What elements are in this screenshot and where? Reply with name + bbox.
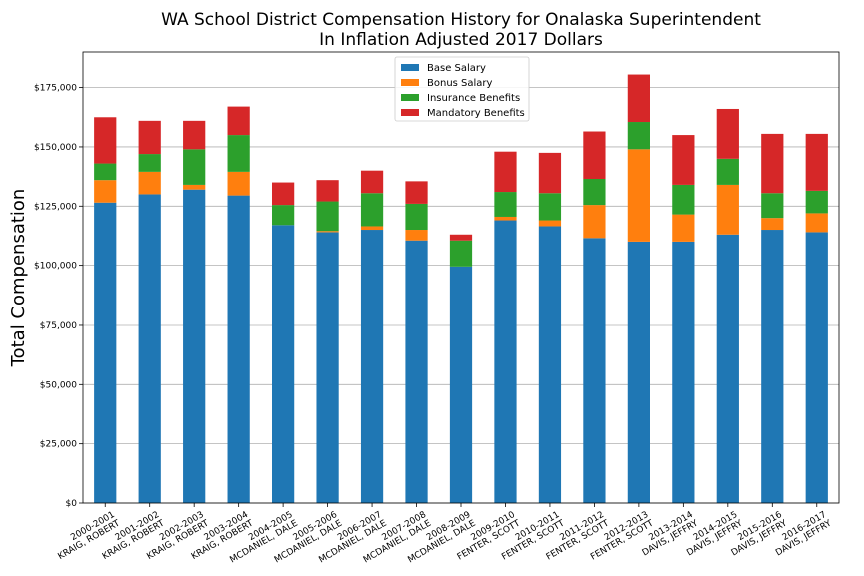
bar-segment-insurance-benefits <box>360 193 384 227</box>
bar-segment-bonus-salary <box>94 180 117 203</box>
bar-segment-insurance-benefits <box>94 163 117 181</box>
y-tick-label: $0 <box>66 499 78 509</box>
legend-swatch <box>401 64 419 71</box>
bar-segment-insurance-benefits <box>449 240 473 267</box>
bar-segment-insurance-benefits <box>138 154 161 172</box>
bar-segment-base-salary <box>538 226 562 503</box>
bar-segment-mandatory-benefits <box>94 117 117 164</box>
legend: Base Salary Bonus Salary Insurance Benefit… <box>394 56 530 122</box>
bar-segment-insurance-benefits <box>538 193 562 221</box>
bar-segment-bonus-salary <box>494 216 517 221</box>
bar-segment-mandatory-benefits <box>805 133 828 191</box>
chart-title-line: WA School District Compensation History … <box>161 10 761 30</box>
bar-segment-bonus-salary <box>316 231 339 233</box>
bar-segment-bonus-salary <box>227 171 250 196</box>
bar-segment-base-salary <box>716 234 739 503</box>
bar-segment-base-salary <box>672 241 695 504</box>
y-tick-label: $50,000 <box>40 380 77 390</box>
bar-segment-mandatory-benefits <box>183 120 206 150</box>
y-tick-label: $25,000 <box>40 440 77 450</box>
bar-segment-mandatory-benefits <box>138 120 161 155</box>
legend-entry: Insurance Benefits <box>427 93 520 104</box>
bar-segment-mandatory-benefits <box>449 234 473 241</box>
bar-segment-base-salary <box>627 241 650 504</box>
bar-segment-base-salary <box>494 220 517 503</box>
bar-segment-base-salary <box>227 195 250 503</box>
bar-segment-insurance-benefits <box>583 178 606 206</box>
bar-segment-bonus-salary <box>360 226 384 231</box>
y-axis-ticks: $0 $25,000 $50,000 $75,000 $100,000 $125,000 $… <box>34 84 83 509</box>
legend-box <box>394 56 530 122</box>
bar-segment-mandatory-benefits <box>494 151 517 193</box>
bar-segment-base-salary <box>761 230 784 504</box>
y-tick-label: $100,000 <box>34 262 77 272</box>
bar-segment-bonus-salary <box>138 171 161 195</box>
legend-entry: Base Salary <box>427 63 486 74</box>
bar-segment-base-salary <box>360 230 384 504</box>
bar-segment-mandatory-benefits <box>227 106 250 136</box>
bar-segment-mandatory-benefits <box>583 131 606 179</box>
chart-title-line: In Inflation Adjusted 2017 Dollars <box>319 30 603 50</box>
bar-segment-insurance-benefits <box>227 135 250 172</box>
bar-segment-insurance-benefits <box>672 184 695 215</box>
bar-segment-base-salary <box>805 232 828 503</box>
bar-segment-mandatory-benefits <box>360 170 384 194</box>
bar-segment-insurance-benefits <box>716 158 739 185</box>
bar-segment-mandatory-benefits <box>761 133 784 194</box>
y-tick-label: $125,000 <box>34 202 77 212</box>
bar-segment-bonus-salary <box>583 205 606 239</box>
bar-segment-bonus-salary <box>716 184 739 235</box>
legend-entry: Bonus Salary <box>427 78 493 89</box>
bar-segment-mandatory-benefits <box>627 74 650 123</box>
bar-segment-base-salary <box>583 238 606 503</box>
bar-segment-base-salary <box>183 189 206 503</box>
bar-segment-insurance-benefits <box>272 205 295 226</box>
bar-segment-base-salary <box>316 232 339 503</box>
y-tick-label: $75,000 <box>40 321 77 331</box>
y-tick-label: $150,000 <box>34 143 77 153</box>
bar-segment-bonus-salary <box>761 218 784 231</box>
bar-segment-mandatory-benefits <box>272 182 295 206</box>
bar-segment-insurance-benefits <box>183 149 206 185</box>
chart-title: WA School District Compensation History … <box>161 10 761 50</box>
bar-segment-insurance-benefits <box>405 203 428 231</box>
bar-segment-bonus-salary <box>538 220 562 227</box>
legend-swatch <box>401 94 419 101</box>
legend-swatch <box>401 79 419 86</box>
bar-segment-mandatory-benefits <box>716 108 739 159</box>
bar-segment-bonus-salary <box>672 214 695 242</box>
bar-segment-insurance-benefits <box>316 201 339 232</box>
legend-entry: Mandatory Benefits <box>427 108 525 119</box>
bar-segment-mandatory-benefits <box>538 152 562 194</box>
bar-segment-bonus-salary <box>405 230 428 241</box>
bar-segment-mandatory-benefits <box>672 135 695 185</box>
bar-segment-base-salary <box>138 194 161 503</box>
legend-swatch <box>401 109 419 116</box>
bar-segment-bonus-salary <box>627 149 650 242</box>
bar-segment-bonus-salary <box>183 184 206 190</box>
bar-segment-insurance-benefits <box>494 192 517 217</box>
bar-segment-base-salary <box>405 240 428 504</box>
bar-segment-base-salary <box>272 225 295 504</box>
bar-segment-insurance-benefits <box>805 190 828 214</box>
bar-segment-insurance-benefits <box>761 193 784 219</box>
y-axis-label: Total Compensation <box>8 189 29 368</box>
bar-segment-base-salary <box>449 266 473 503</box>
bar-segment-insurance-benefits <box>627 122 650 150</box>
bar-segment-mandatory-benefits <box>316 180 339 202</box>
bar-segment-bonus-salary <box>805 213 828 233</box>
bars <box>94 74 828 504</box>
bar-segment-base-salary <box>94 202 117 503</box>
bar-segment-mandatory-benefits <box>405 181 428 204</box>
y-tick-label: $175,000 <box>34 84 77 94</box>
